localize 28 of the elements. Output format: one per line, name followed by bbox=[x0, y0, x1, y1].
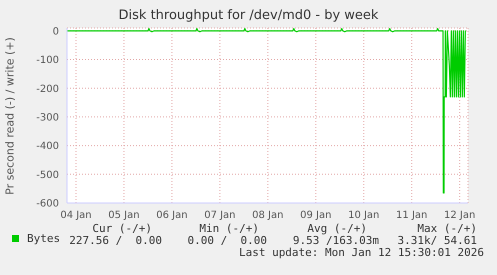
text: 3.31k/ 54.61 bbox=[398, 234, 477, 247]
y-tick-label: -300 bbox=[36, 112, 59, 124]
y-tick-label: -500 bbox=[36, 170, 59, 181]
y-tick-label: -600 bbox=[36, 198, 59, 210]
text: Min (-/+) bbox=[199, 222, 259, 235]
y-tick-label: -200 bbox=[36, 84, 59, 95]
x-tick-label: 08 Jan bbox=[252, 210, 284, 222]
chart-title: Disk throughput for /dev/md0 - by week bbox=[118, 8, 380, 23]
x-tick-label: 10 Jan bbox=[348, 210, 380, 222]
text: Max (-/+) bbox=[417, 222, 477, 235]
text: Cur (-/+) bbox=[92, 222, 152, 235]
x-tick-label: 04 Jan bbox=[60, 210, 92, 222]
x-tick-label: 09 Jan bbox=[300, 210, 332, 222]
legend-label: Bytes bbox=[27, 232, 60, 245]
x-tick-label: 07 Jan bbox=[204, 210, 236, 222]
x-tick-label: 11 Jan bbox=[396, 210, 428, 222]
x-tick-label: 05 Jan bbox=[108, 210, 140, 222]
y-axis-title: Pr second read (-) / write (+) bbox=[4, 37, 16, 195]
y-tick-label: 0 bbox=[52, 26, 59, 38]
text: 9.53 /163.03m bbox=[292, 234, 379, 247]
y-tick-label: -100 bbox=[36, 55, 59, 66]
y-tick-label: -400 bbox=[36, 141, 59, 152]
text: 227.56 / 0.00 bbox=[69, 234, 162, 247]
text: Last update: Mon Jan 12 15:30:01 2026 bbox=[238, 246, 484, 259]
text: 0.00 / 0.00 bbox=[188, 234, 267, 247]
x-tick-label: 12 Jan bbox=[444, 210, 476, 222]
x-tick-label: 06 Jan bbox=[156, 210, 188, 222]
text: Avg (-/+) bbox=[307, 222, 367, 235]
